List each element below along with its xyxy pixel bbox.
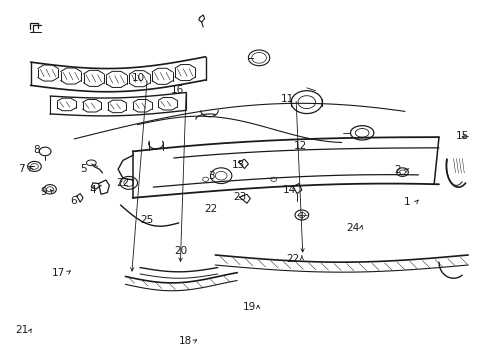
Text: 22: 22: [203, 204, 217, 214]
Text: 21: 21: [15, 325, 28, 335]
Text: 22: 22: [116, 178, 129, 188]
Text: 17: 17: [52, 268, 65, 278]
Text: 13: 13: [232, 160, 245, 170]
Text: 5: 5: [80, 163, 86, 174]
Text: 1: 1: [403, 197, 410, 207]
Text: 4: 4: [89, 185, 96, 195]
Text: 6: 6: [70, 196, 77, 206]
Text: 9: 9: [41, 187, 47, 197]
Text: 25: 25: [141, 215, 154, 225]
Text: 2: 2: [393, 165, 400, 175]
Text: 7: 7: [19, 163, 25, 174]
Text: 12: 12: [293, 141, 306, 151]
Text: 24: 24: [345, 223, 358, 233]
Text: 22: 22: [286, 253, 299, 264]
Text: 19: 19: [242, 302, 255, 312]
Text: 14: 14: [282, 185, 295, 195]
Text: 10: 10: [132, 73, 145, 83]
Text: 3: 3: [208, 171, 214, 181]
Text: 8: 8: [33, 145, 40, 155]
Text: 15: 15: [455, 131, 468, 141]
Text: 18: 18: [178, 337, 191, 346]
Text: 20: 20: [174, 247, 187, 256]
Text: 23: 23: [233, 192, 246, 202]
Text: 16: 16: [170, 85, 183, 95]
Text: 11: 11: [280, 94, 293, 104]
